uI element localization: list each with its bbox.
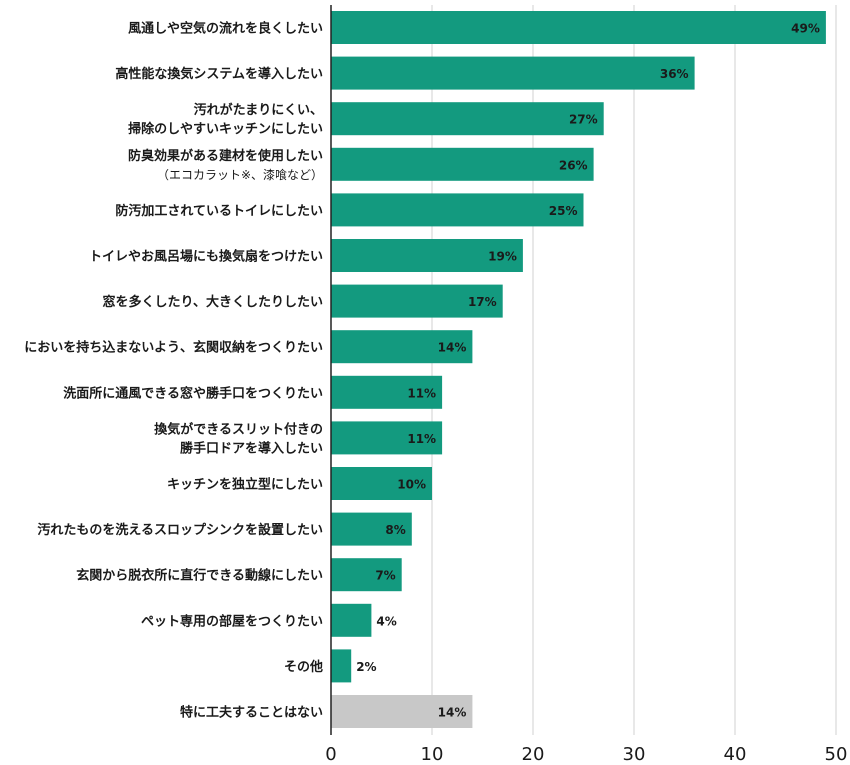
data-label: 8%	[385, 523, 405, 537]
bar	[331, 102, 604, 136]
bar	[331, 558, 402, 592]
data-label: 25%	[549, 204, 578, 218]
category-label: 特に工夫することはない	[180, 705, 323, 721]
data-label: 27%	[569, 113, 598, 127]
category-label: 玄関から脱衣所に直行できる動線にしたい	[76, 568, 323, 584]
x-tick-label: 10	[421, 744, 444, 765]
bar	[331, 421, 443, 455]
category-labels: 風通しや空気の流れを良くしたい高性能な換気システムを導入したい汚れがたまりにくい…	[24, 21, 323, 721]
category-label: においを持ち込まないよう、玄関収納をつくりたい	[24, 340, 323, 356]
bar	[331, 649, 352, 683]
bars	[331, 11, 826, 728]
category-label: 防臭効果がある建材を使用したい	[128, 148, 323, 164]
data-label: 10%	[397, 478, 426, 492]
bar	[331, 330, 473, 364]
x-tick-label: 30	[623, 744, 646, 765]
data-label: 14%	[438, 706, 467, 720]
bar	[331, 193, 584, 227]
bar	[331, 284, 503, 318]
bar	[331, 512, 412, 546]
data-label: 2%	[356, 660, 376, 674]
category-label: 高性能な換気システムを導入したい	[115, 66, 323, 82]
category-label: （エコカラット※、漆喰など）	[157, 167, 323, 182]
data-label: 26%	[559, 158, 588, 172]
data-label: 7%	[375, 569, 395, 583]
category-label: キッチンを独立型にしたい	[167, 477, 323, 493]
category-label: 掃除のしやすいキッチンにしたい	[128, 121, 323, 137]
bar	[331, 603, 372, 637]
category-label: 防汚加工されているトイレにしたい	[115, 203, 323, 219]
data-label: 36%	[660, 67, 689, 81]
bar	[331, 695, 473, 728]
category-label: 換気ができるスリット付きの	[154, 421, 323, 437]
category-label: 汚れたものを洗えるスロップシンクを設置したい	[37, 522, 323, 538]
x-tick-label: 0	[325, 744, 336, 765]
category-label: 窓を多くしたり、大きくしたりしたい	[103, 294, 323, 310]
bar	[331, 239, 523, 272]
data-label: 14%	[438, 341, 467, 355]
bar	[331, 11, 826, 44]
x-tick-label: 40	[724, 744, 747, 765]
category-label: 汚れがたまりにくい、	[194, 102, 323, 118]
bar	[331, 56, 695, 90]
category-label: ペット専用の部屋をつくりたい	[141, 613, 323, 629]
x-axis-ticks: 0 10 20 30 40 50	[325, 744, 847, 765]
bar	[331, 375, 443, 409]
x-tick-label: 20	[522, 744, 545, 765]
x-tick-label: 50	[825, 744, 848, 765]
category-label: 洗面所に通風できる窓や勝手口をつくりたい	[63, 385, 323, 401]
category-label: 風通しや空気の流れを良くしたい	[128, 21, 323, 37]
category-label: トイレやお風呂場にも換気扇をつけたい	[89, 249, 323, 265]
data-label: 4%	[376, 614, 396, 628]
category-label: 勝手口ドアを導入したい	[180, 440, 323, 456]
data-label: 19%	[488, 250, 517, 264]
data-label: 11%	[407, 432, 436, 446]
bar	[331, 467, 432, 500]
data-label: 17%	[468, 295, 497, 309]
bar	[331, 147, 594, 181]
category-label: その他	[284, 659, 323, 675]
data-label: 49%	[791, 22, 820, 36]
data-labels: 49% 36% 27% 26% 25% 19% 17% 14% 11% 11% 10% 8% 7% 4% 2…	[356, 22, 820, 720]
data-label: 11%	[407, 386, 436, 400]
